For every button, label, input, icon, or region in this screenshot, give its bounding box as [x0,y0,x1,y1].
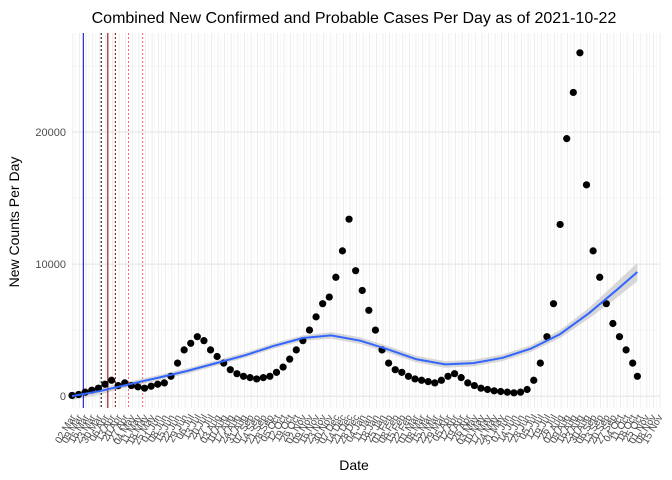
data-point [444,372,452,380]
data-point [266,372,274,380]
trend-line-group [71,271,639,398]
data-point [404,372,413,380]
data-point [633,372,641,380]
data-point [253,375,261,383]
y-axis: 0 10000 20000 [35,127,66,403]
data-point [549,300,558,308]
data-point [629,359,637,367]
data-point [569,88,577,97]
data-point [477,384,485,392]
y-tick-label: 10000 [35,259,66,271]
data-point [424,377,432,386]
data-point [154,380,162,388]
data-point [417,376,426,384]
data-point [431,379,439,387]
data-point [286,355,294,363]
data-point [596,273,604,281]
data-point [563,135,571,143]
data-point [312,313,320,321]
data-point [246,374,254,382]
trend-confidence-band [72,262,638,401]
data-point [609,319,617,328]
data-point [398,368,406,376]
data-point [589,247,597,255]
data-point [239,372,248,380]
data-point [279,363,287,371]
x-axis-title: Date [339,457,369,473]
data-points [68,49,641,400]
data-point [134,383,142,391]
data-point [411,375,419,383]
data-point [490,387,498,395]
data-point [160,379,168,387]
data-point [365,306,373,314]
data-point [470,381,478,390]
data-point [385,359,393,367]
data-point [332,273,340,281]
data-point [187,339,195,347]
data-point [259,374,267,382]
data-point [226,366,234,374]
chart-title: Combined New Confirmed and Probable Case… [92,10,617,27]
data-point [510,389,518,397]
data-point [391,366,399,374]
data-point [140,384,149,392]
data-point [530,376,538,384]
data-point [107,376,116,384]
data-point [325,293,333,301]
data-point [200,337,208,345]
data-point [457,374,465,382]
data-point [523,385,531,394]
data-point [233,370,241,378]
y-tick-label: 20000 [35,127,66,139]
data-point [450,370,459,378]
data-point [371,326,380,334]
data-point [101,380,109,388]
data-point [556,220,564,229]
data-point [193,333,201,341]
data-point [292,346,300,354]
data-point [543,333,551,341]
data-point [180,346,188,354]
data-point [206,346,215,354]
data-point [213,352,221,361]
data-point [358,286,366,295]
data-point [615,333,624,341]
data-point [576,49,584,57]
data-point [173,359,182,367]
data-point [319,300,327,308]
data-point [582,181,591,189]
data-point [272,368,281,376]
trend-band [72,262,638,401]
data-point [516,388,525,396]
data-point [602,300,610,308]
data-point [305,326,314,334]
data-point [503,388,511,396]
data-point [352,267,360,275]
data-point [622,346,630,354]
data-point [147,382,155,390]
y-tick-label: 0 [60,391,66,403]
data-point [464,379,472,387]
data-point [483,385,492,394]
data-point [437,376,445,384]
reference-lines [82,33,144,408]
grid [72,33,661,408]
data-point [536,359,544,367]
data-point [345,215,353,223]
data-point [497,387,505,396]
trend-line [71,271,639,398]
data-point [338,247,347,255]
y-axis-title: New Counts Per Day [6,157,22,288]
